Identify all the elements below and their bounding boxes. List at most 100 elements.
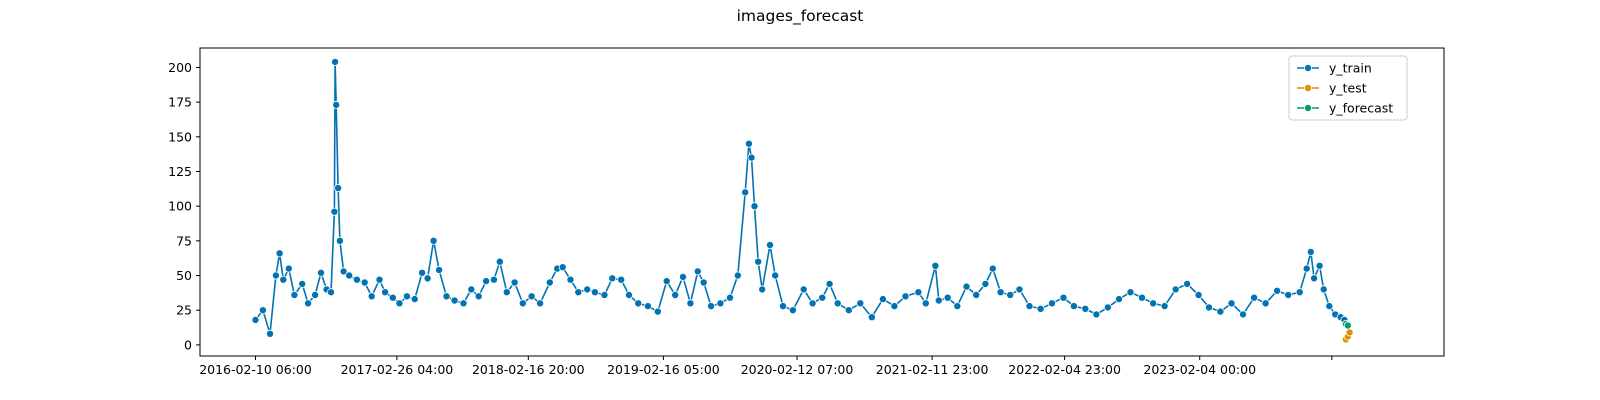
data-point [388, 293, 397, 302]
data-point [643, 302, 652, 311]
data-point [901, 292, 910, 301]
data-point [972, 290, 981, 299]
data-point [771, 271, 780, 280]
data-point [1261, 299, 1270, 308]
y-tick-label: 0 [184, 337, 192, 352]
data-point [758, 285, 767, 294]
y-tick-label: 50 [176, 268, 192, 283]
data-point [367, 292, 376, 301]
data-point [275, 249, 284, 258]
x-tick-label: 2017-02-26 04:00 [341, 362, 454, 377]
data-point [290, 290, 299, 299]
data-point [914, 288, 923, 297]
data-point [779, 302, 788, 311]
data-point [423, 274, 432, 283]
data-point [1069, 302, 1078, 311]
data-point [334, 184, 343, 193]
data-point [733, 271, 742, 280]
data-point [747, 153, 756, 162]
data-point [298, 279, 307, 288]
data-point [1239, 310, 1248, 319]
data-point [699, 278, 708, 287]
data-point [335, 236, 344, 245]
data-point [435, 265, 444, 274]
data-point [251, 315, 260, 324]
data-point [662, 277, 671, 286]
data-point [375, 275, 384, 284]
data-point [402, 292, 411, 301]
legend-label: y_forecast [1329, 101, 1393, 116]
data-point [345, 271, 354, 280]
data-point [482, 277, 491, 286]
data-point [332, 100, 341, 109]
x-tick-label: 2020-02-12 07:00 [741, 362, 854, 377]
data-point [1015, 285, 1024, 294]
data-point [1171, 285, 1180, 294]
y-tick-label: 100 [168, 199, 192, 214]
data-point [934, 296, 943, 305]
x-tick-label: 2018-02-16 20:00 [472, 362, 585, 377]
data-point [608, 274, 617, 283]
data-point [750, 202, 759, 211]
legend-item-y_test: y_test [1297, 81, 1367, 96]
plot-area [251, 57, 1354, 344]
data-point [671, 290, 680, 299]
y-tick-label: 200 [168, 60, 192, 75]
x-tick-label: 2016-02-10 06:00 [199, 362, 312, 377]
data-point [536, 299, 545, 308]
legend-label: y_test [1329, 81, 1367, 96]
legend: y_train y_test y_forecast [1288, 55, 1408, 121]
data-point [489, 275, 498, 284]
series-y_forecast [1341, 320, 1352, 330]
data-point [844, 306, 853, 315]
data-point [1273, 286, 1282, 295]
data-point [360, 278, 369, 287]
data-point [279, 275, 288, 284]
data-point [653, 307, 662, 316]
y-tick-label: 125 [168, 164, 192, 179]
data-point [808, 299, 817, 308]
y-tick-label: 150 [168, 129, 192, 144]
data-point [726, 293, 735, 302]
legend-box [1288, 55, 1408, 121]
data-point [693, 267, 702, 276]
data-point [856, 299, 865, 308]
data-point [953, 302, 962, 311]
data-point [590, 288, 599, 297]
data-point [1059, 293, 1068, 302]
data-point [1160, 302, 1169, 311]
data-point [1205, 303, 1214, 312]
data-point [962, 282, 971, 291]
data-point [617, 275, 626, 284]
data-point [867, 313, 876, 322]
data-point [788, 306, 797, 315]
data-point [1036, 304, 1045, 313]
data-point [1126, 288, 1135, 297]
y-tick-label: 175 [168, 95, 192, 110]
data-point [1194, 290, 1203, 299]
y-axis: 0 25 50 75 100 125 150 175 200 [168, 60, 200, 352]
data-point [474, 292, 483, 301]
data-point [566, 275, 575, 284]
data-point [583, 285, 592, 294]
data-point [1227, 299, 1236, 308]
data-point [943, 293, 952, 302]
data-point [878, 295, 887, 304]
data-point [1310, 274, 1319, 283]
data-point [1048, 299, 1057, 308]
data-point [833, 299, 842, 308]
data-point [429, 236, 438, 245]
data-point [459, 299, 468, 308]
data-point [311, 290, 320, 299]
data-point [1081, 304, 1090, 313]
data-point [545, 278, 554, 287]
data-point [600, 290, 609, 299]
data-point [1325, 302, 1334, 311]
data-point [395, 299, 404, 308]
x-tick-label: 2019-02-16 05:00 [607, 362, 720, 377]
data-point [495, 257, 504, 266]
data-point [1149, 299, 1158, 308]
data-point [331, 57, 340, 66]
x-axis: 2016-02-10 06:00 2017-02-26 04:00 2018-02-… [199, 356, 1333, 377]
x-tick-label: 2023-02-04 00:00 [1143, 362, 1256, 377]
